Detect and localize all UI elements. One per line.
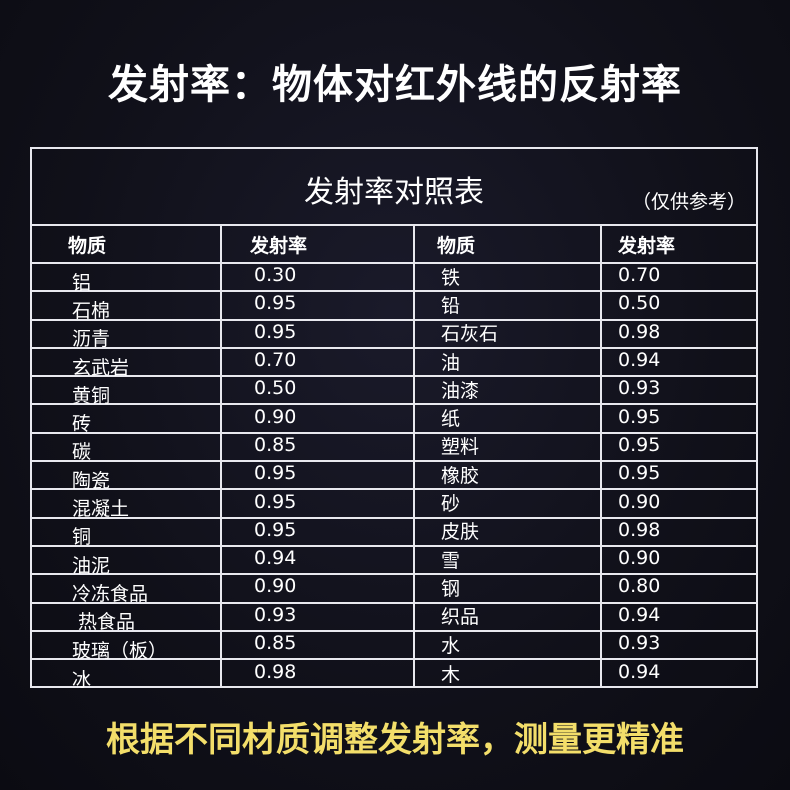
material-cell: 黄铜	[32, 377, 222, 407]
emissivity-cell: 0.90	[618, 547, 661, 570]
table-grid: 物质 发射率 物质 发射率 铝 0.30 铁 0.70 石棉 0.95 铅 0.50 沥青 0.9…	[32, 226, 756, 691]
material-cell: 混凝土	[32, 490, 222, 520]
table-row: 冷冻食品 0.90 钢 0.80	[32, 575, 756, 605]
material-cell: 铝	[32, 264, 222, 294]
emissivity-cell: 0.95	[222, 490, 415, 517]
emissivity-cell: 0.93	[618, 377, 661, 400]
emissivity-cell: 0.85	[222, 631, 415, 659]
emissivity-table: 发射率对照表 （仅供参考） 物质 发射率 物质 发射率 铝 0.30 铁 0.70 石棉…	[30, 147, 758, 691]
material-cell: 砂	[415, 490, 602, 517]
material-cell: 铅	[415, 292, 602, 319]
emissivity-cell: 0.95	[618, 433, 661, 456]
material-cell: 纸	[415, 405, 602, 432]
footer-slogan: 根据不同材质调整发射率，测量更精准	[106, 720, 684, 760]
table-row: 铝 0.30 铁 0.70	[32, 264, 756, 294]
emissivity-cell: 0.90	[222, 575, 415, 602]
emissivity-cell: 0.90	[618, 490, 661, 513]
emissivity-cell: 0.94	[618, 603, 661, 626]
material-cell: 织品	[415, 603, 602, 630]
material-cell: 钢	[415, 575, 602, 602]
table-row: 玄武岩 0.70 油 0.94	[32, 348, 756, 379]
material-cell: 冰	[32, 660, 222, 691]
emissivity-cell: 0.95	[222, 518, 415, 545]
material-cell: 沥青	[32, 320, 222, 350]
table-row: 油泥 0.94 雪 0.90	[32, 546, 756, 577]
emissivity-cell: 0.93	[618, 632, 661, 654]
material-cell: 碳	[32, 433, 222, 463]
material-cell: 油泥	[32, 546, 222, 577]
table-row: 铜 0.95 皮肤 0.98	[32, 518, 756, 548]
material-cell: 油	[415, 348, 602, 376]
material-cell: 橡胶	[415, 462, 602, 489]
material-cell: 铁	[415, 264, 602, 291]
emissivity-cell: 0.95	[222, 462, 415, 489]
material-cell: 冷冻食品	[32, 575, 222, 605]
emissivity-cell: 0.95	[222, 292, 415, 319]
material-cell: 塑料	[415, 433, 602, 461]
table-row: 冰 0.98 木 0.94	[32, 660, 756, 691]
material-cell: 陶瓷	[32, 462, 222, 492]
material-cell: 石棉	[32, 292, 222, 322]
material-cell: 石灰石	[415, 320, 602, 347]
material-cell: 玄武岩	[32, 348, 222, 379]
emissivity-cell: 0.94	[618, 349, 661, 372]
emissivity-cell: 0.93	[222, 603, 415, 630]
emissivity-cell: 0.98	[618, 518, 661, 541]
emissivity-cell: 0.98	[618, 320, 661, 343]
table-header-row: 物质 发射率 物质 发射率	[32, 226, 756, 264]
emissivity-cell: 0.94	[618, 661, 661, 684]
table-row: 陶瓷 0.95 橡胶 0.95	[32, 462, 756, 492]
material-cell: 皮肤	[415, 518, 602, 545]
table-row: 碳 0.85 塑料 0.95	[32, 433, 756, 463]
table-row: 混凝土 0.95 砂 0.90	[32, 490, 756, 520]
material-cell: 玻璃（板）	[32, 631, 222, 662]
material-cell: 砖	[32, 405, 222, 435]
emissivity-cell: 0.70	[618, 264, 661, 287]
header-material: 物质	[415, 226, 602, 262]
material-cell: 铜	[32, 518, 222, 548]
header-emissivity: 发射率	[618, 234, 676, 257]
table-caption: 发射率对照表 （仅供参考）	[32, 149, 756, 226]
header-emissivity: 发射率	[222, 226, 415, 262]
emissivity-cell: 0.95	[222, 320, 415, 347]
table-row: 玻璃（板） 0.85 水 0.93	[32, 631, 756, 662]
emissivity-cell: 0.94	[222, 546, 415, 574]
table-row: 砖 0.90 纸 0.95	[32, 405, 756, 435]
emissivity-cell: 0.85	[222, 433, 415, 461]
material-cell: 热食品	[32, 603, 222, 633]
emissivity-cell: 0.80	[618, 575, 661, 598]
page-title: 发射率：物体对红外线的反射率	[108, 62, 682, 108]
material-cell: 木	[415, 660, 602, 689]
table-row: 热食品 0.93 织品 0.94	[32, 603, 756, 633]
emissivity-cell: 0.90	[222, 405, 415, 432]
emissivity-cell: 0.98	[222, 660, 415, 689]
table-row: 沥青 0.95 石灰石 0.98	[32, 320, 756, 350]
emissivity-cell: 0.50	[222, 377, 415, 404]
table-row: 石棉 0.95 铅 0.50	[32, 292, 756, 322]
emissivity-cell: 0.95	[618, 462, 661, 485]
table-title: 发射率对照表	[304, 175, 484, 210]
header-material: 物质	[32, 226, 222, 262]
emissivity-cell: 0.70	[222, 348, 415, 376]
material-cell: 雪	[415, 546, 602, 574]
material-cell: 油漆	[415, 377, 602, 404]
table-note: （仅供参考）	[631, 191, 746, 213]
table-row: 黄铜 0.50 油漆 0.93	[32, 377, 756, 407]
emissivity-cell: 0.95	[618, 405, 661, 428]
emissivity-cell: 0.30	[222, 264, 415, 291]
emissivity-cell: 0.50	[618, 292, 661, 315]
material-cell: 水	[415, 631, 602, 659]
